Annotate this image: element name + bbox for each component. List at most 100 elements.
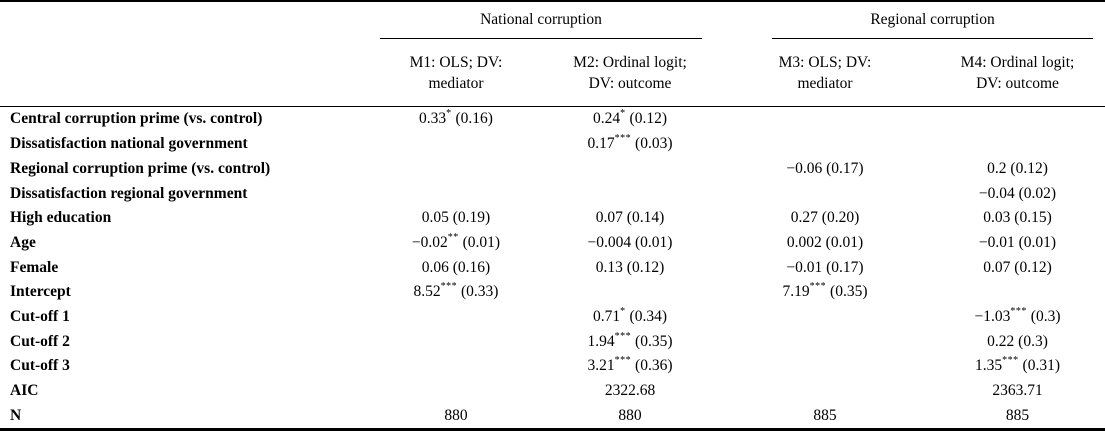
group-header-row: National corruption Regional corruption [0, 1, 1105, 40]
cell-value: 0.22 (0.3) [987, 332, 1048, 350]
cell-value [720, 304, 930, 329]
table-row: N 880 880 885 885 [0, 403, 1105, 429]
column-header-m4-line2: DV: outcome [976, 74, 1059, 92]
column-header-m1-line2: mediator [428, 74, 484, 92]
table-row: Female 0.06 (0.16) 0.13 (0.12) −0.01 (0.17)… [0, 255, 1105, 280]
cell-value: 0.33* (0.16) [419, 108, 493, 128]
column-header-m1-line1: M1: OLS; DV: [409, 54, 503, 72]
cell-value [372, 156, 540, 181]
cell-value [372, 329, 540, 354]
row-label: Age [10, 233, 36, 251]
table-row: Cut-off 1 0.71* (0.34) −1.03*** (0.3) [0, 304, 1105, 329]
cell-value [930, 132, 1105, 157]
cell-value: 880 [618, 406, 642, 424]
row-label: Cut-off 3 [10, 357, 70, 375]
cell-value: 8.52*** (0.33) [413, 281, 499, 301]
cell-value: −0.004 (0.01) [587, 233, 673, 251]
table-row: Age −0.02** (0.01) −0.004 (0.01) 0.002 (0.0… [0, 230, 1105, 255]
column-header-m3: M3: OLS; DV: mediator [720, 39, 931, 107]
group-header-national-cell: National corruption [372, 1, 720, 40]
row-label: AIC [10, 382, 39, 400]
cell-value: −1.03*** (0.3) [974, 305, 1061, 325]
column-header-m4-line1: M4: Ordinal logit; [960, 54, 1075, 72]
cell-value: 7.19*** (0.35) [782, 281, 868, 301]
cell-value [720, 378, 930, 403]
cell-value: 0.13 (0.12) [595, 258, 665, 276]
table-row: Cut-off 3 3.21*** (0.36) 1.35*** (0.31) [0, 354, 1105, 379]
column-header-m1: M1: OLS; DV: mediator [372, 39, 540, 107]
cell-value: 880 [444, 406, 468, 424]
cell-value [720, 132, 930, 157]
row-label: N [10, 406, 22, 424]
column-header-m3-line2: mediator [797, 74, 853, 92]
cell-value: 0.06 (0.16) [421, 258, 491, 276]
row-label: High education [10, 209, 112, 227]
cell-value: 0.07 (0.12) [983, 258, 1052, 276]
row-label: Dissatisfaction national government [10, 135, 248, 153]
cell-value [372, 181, 540, 206]
column-header-m4: M4: Ordinal logit; DV: outcome [930, 39, 1105, 107]
corner-cell [0, 39, 372, 107]
group-header-regional-cell: Regional corruption [720, 1, 1105, 40]
cell-value: 0.27 (0.20) [790, 209, 860, 227]
cell-value [540, 156, 720, 181]
cell-value: 0.002 (0.01) [786, 233, 864, 251]
table-row: Cut-off 2 1.94*** (0.35) 0.22 (0.3) [0, 329, 1105, 354]
cell-value: 0.05 (0.19) [421, 209, 491, 227]
cell-value [372, 132, 540, 157]
cell-value: 0.17*** (0.03) [587, 133, 673, 153]
cell-value [540, 280, 720, 305]
cell-value: −0.06 (0.17) [786, 159, 864, 177]
row-label: Cut-off 1 [10, 307, 70, 325]
cell-value: 0.07 (0.14) [595, 209, 665, 227]
table-row: High education 0.05 (0.19) 0.07 (0.14) 0.27… [0, 206, 1105, 231]
group-header-regional: Regional corruption [772, 2, 1094, 40]
cell-value [372, 378, 540, 403]
row-label: Intercept [10, 283, 71, 301]
cell-value [720, 106, 930, 131]
cell-value: 0.03 (0.15) [983, 209, 1052, 227]
cell-value: 885 [1005, 406, 1030, 424]
regression-results-table: National corruption Regional corruption … [0, 0, 1105, 431]
table-row: Regional corruption prime (vs. control) −… [0, 156, 1105, 181]
table-row: Intercept 8.52*** (0.33) 7.19*** (0.35) [0, 280, 1105, 305]
cell-value: −0.04 (0.02) [978, 184, 1057, 202]
column-header-m2-line2: DV: outcome [588, 74, 672, 92]
cell-value [540, 181, 720, 206]
corner-cell [0, 1, 372, 39]
column-header-m2: M2: Ordinal logit; DV: outcome [540, 39, 721, 107]
row-label: Cut-off 2 [10, 332, 70, 350]
row-label: Dissatisfaction regional government [10, 184, 248, 202]
row-label: Central corruption prime (vs. control) [10, 110, 263, 128]
cell-value [720, 354, 930, 379]
group-header-national: National corruption [380, 2, 703, 40]
table-row: Dissatisfaction national government 0.17*… [0, 132, 1105, 157]
cell-value: −0.01 (0.01) [978, 233, 1057, 251]
table-row: AIC 2322.68 2363.71 [0, 378, 1105, 403]
cell-value [720, 329, 930, 354]
table-row: Dissatisfaction regional government −0.04… [0, 181, 1105, 206]
column-header-m3-line1: M3: OLS; DV: [778, 54, 872, 72]
cell-value: 2363.71 [992, 382, 1043, 400]
cell-value: 2322.68 [604, 382, 656, 400]
cell-value: 0.2 (0.12) [987, 159, 1048, 177]
table-row: Central corruption prime (vs. control) 0.… [0, 106, 1105, 131]
cell-value [372, 354, 540, 379]
table-header: National corruption Regional corruption … [0, 1, 1105, 107]
row-label: Female [10, 258, 59, 276]
cell-value [372, 304, 540, 329]
cell-value: 3.21*** (0.36) [587, 355, 673, 375]
cell-value: −0.01 (0.17) [786, 258, 864, 276]
table-body: Central corruption prime (vs. control) 0.… [0, 106, 1105, 429]
cell-value: −0.02** (0.01) [411, 231, 501, 251]
cell-value: 1.35*** (0.31) [975, 355, 1060, 375]
column-header-m2-line1: M2: Ordinal logit; [573, 54, 687, 72]
cell-value [930, 280, 1105, 305]
row-label: Regional corruption prime (vs. control) [10, 159, 271, 177]
cell-value: 0.24* (0.12) [593, 108, 667, 128]
cell-value [720, 181, 930, 206]
cell-value: 1.94*** (0.35) [587, 330, 673, 350]
cell-value [930, 106, 1105, 131]
cell-value: 0.71* (0.34) [593, 305, 667, 325]
